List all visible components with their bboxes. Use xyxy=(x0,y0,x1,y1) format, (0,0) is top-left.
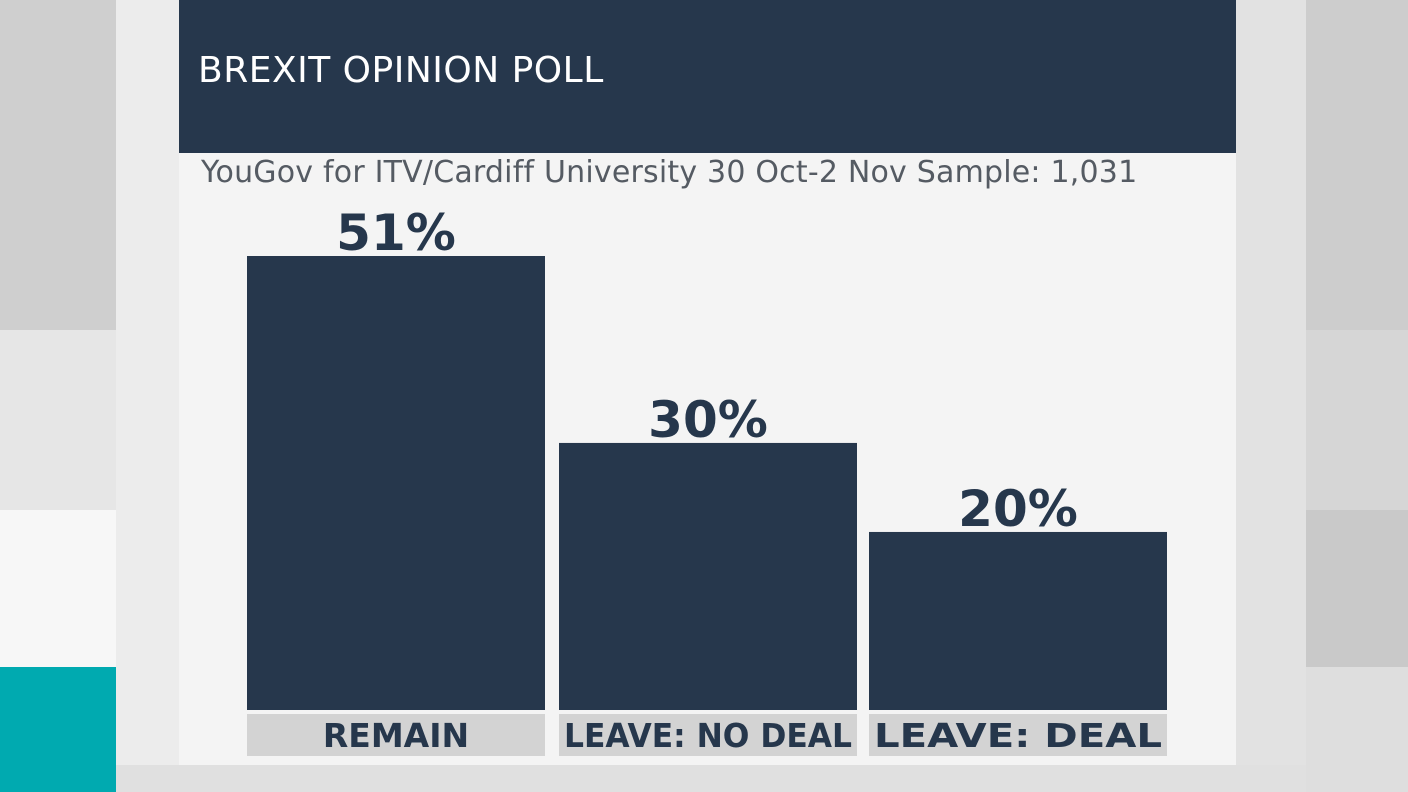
category-label: REMAIN xyxy=(323,716,469,755)
bg-tile xyxy=(0,330,116,510)
data-label: 30% xyxy=(648,391,768,449)
category-label: LEAVE: DEAL xyxy=(874,716,1162,755)
accent-block xyxy=(0,667,116,792)
category-label: LEAVE: NO DEAL xyxy=(564,716,852,755)
bar xyxy=(869,531,1167,710)
chart-subtitle: YouGov for ITV/Cardiff University 30 Oct… xyxy=(201,155,1138,190)
bg-tile xyxy=(1236,0,1306,792)
category-label-background xyxy=(869,714,1167,756)
data-label: 51% xyxy=(336,204,456,262)
bg-tile xyxy=(1306,667,1408,792)
bg-tile xyxy=(1306,0,1408,330)
bg-tile xyxy=(116,765,1306,792)
category-label-background xyxy=(247,714,545,756)
bg-tile xyxy=(1306,510,1408,667)
bg-tile xyxy=(116,0,179,792)
bg-tile xyxy=(0,0,116,330)
bar xyxy=(559,442,857,710)
bg-tile xyxy=(1306,330,1408,510)
category-label-background xyxy=(559,714,857,756)
bg-tile xyxy=(0,510,116,667)
bar xyxy=(247,256,545,710)
page-title: BREXIT OPINION POLL xyxy=(198,50,604,91)
data-label: 20% xyxy=(958,480,1078,538)
header-bar xyxy=(179,0,1236,153)
